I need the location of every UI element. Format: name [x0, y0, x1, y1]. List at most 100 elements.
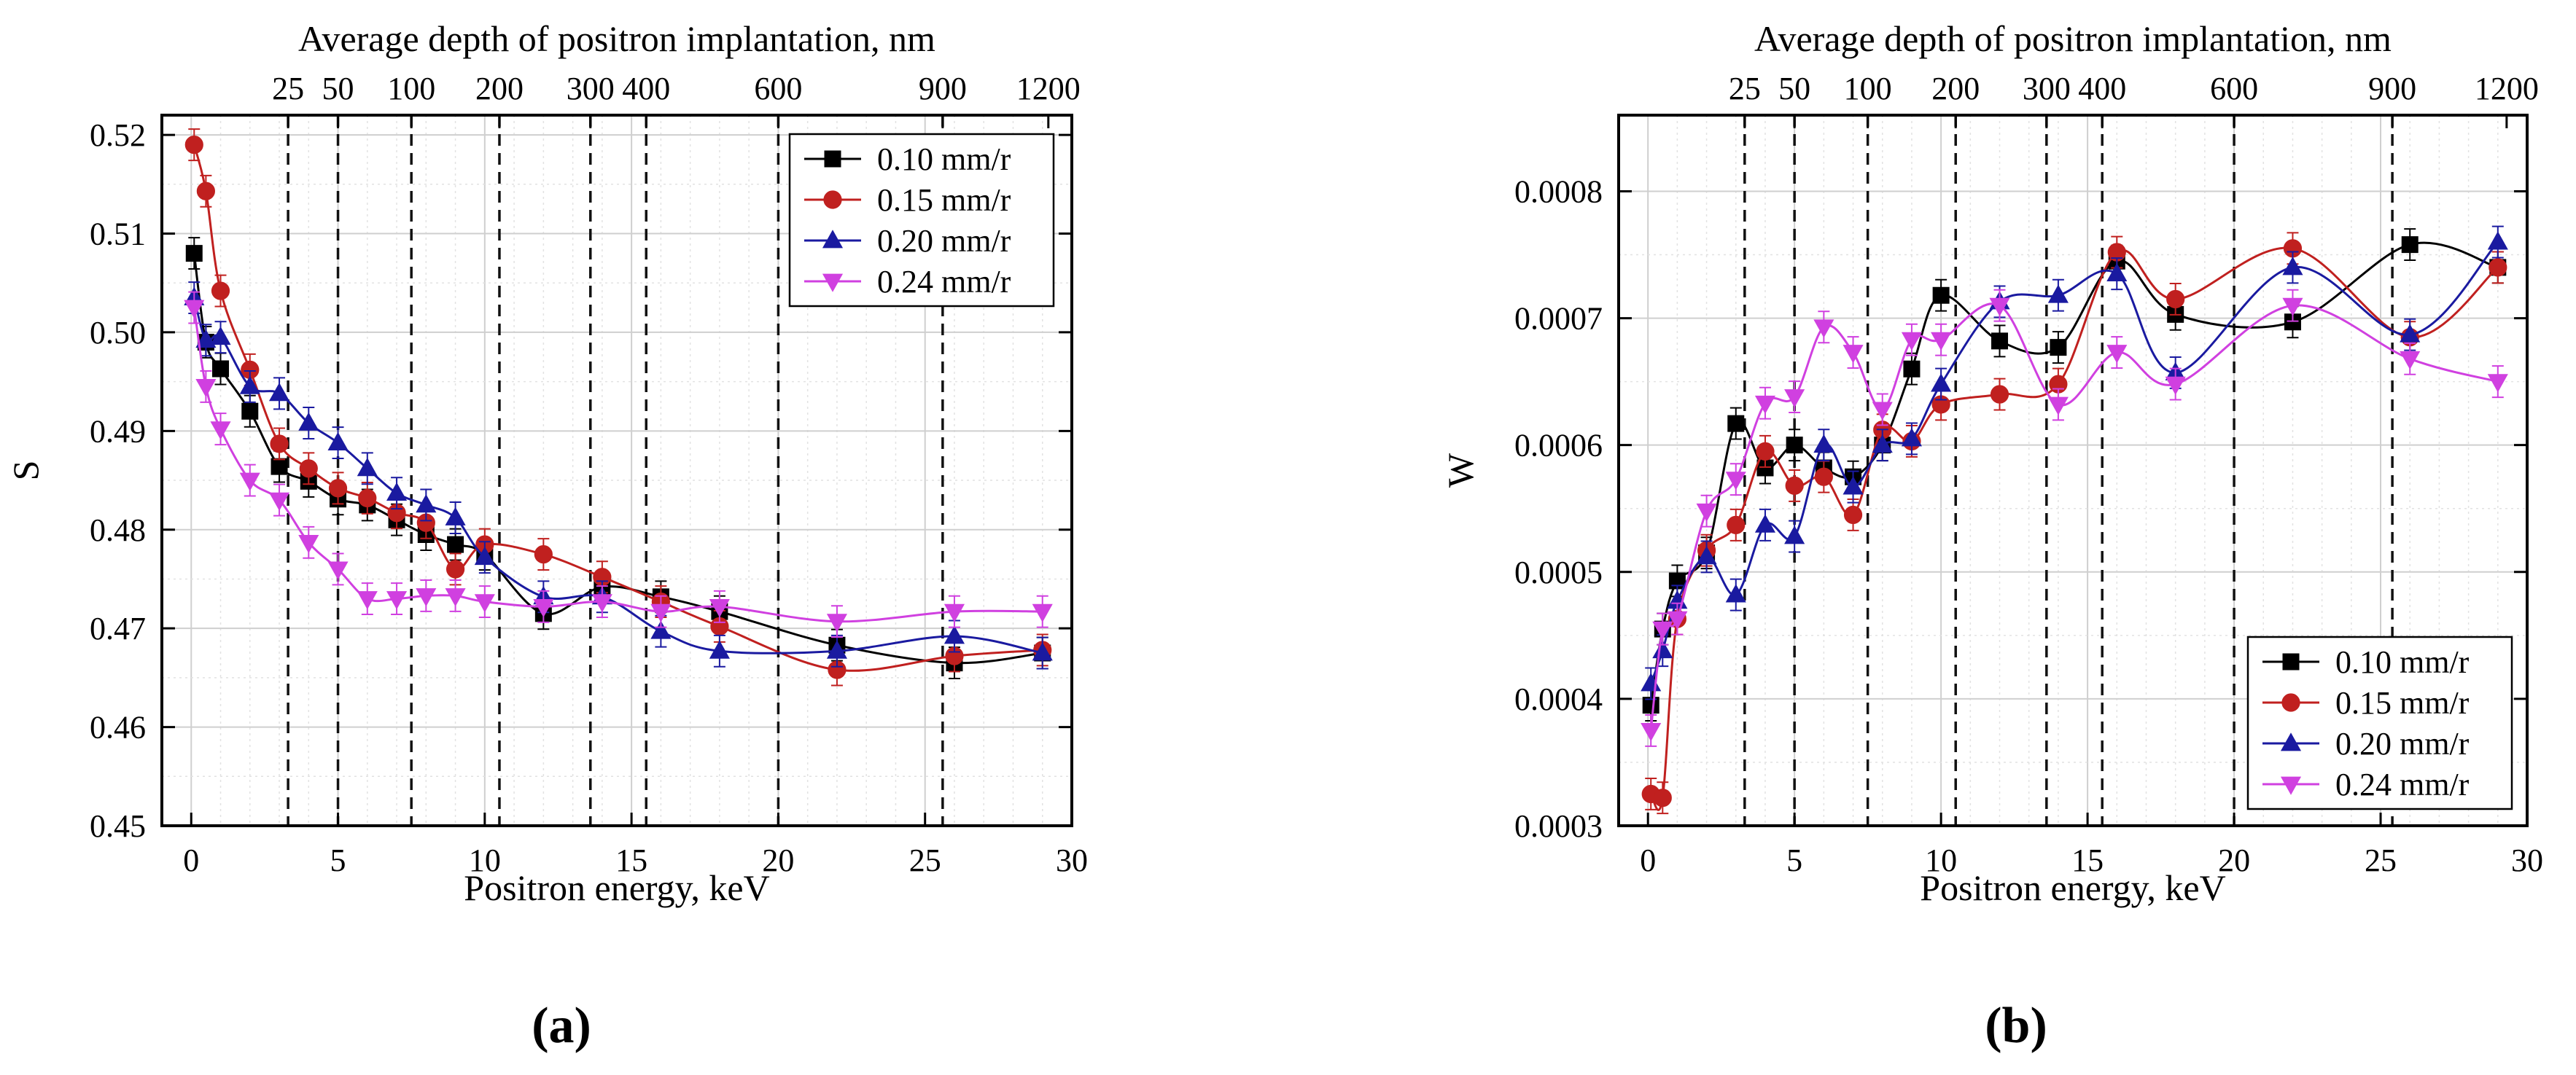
x-tick-label: 10	[1925, 843, 1957, 878]
top-axis-title: Average depth of positron implantation, …	[1754, 18, 2392, 59]
data-point	[445, 507, 466, 525]
data-point	[1784, 525, 1805, 544]
data-point	[328, 479, 348, 498]
data-point	[1756, 442, 1775, 461]
series-0-24-mm-r	[1641, 289, 2508, 747]
top-tick-label: 300	[567, 71, 615, 106]
x-tick-label: 15	[2071, 843, 2104, 878]
data-point	[826, 640, 847, 659]
x-tick-label: 10	[469, 843, 501, 878]
legend-label: 0.20 mm/r	[877, 223, 1011, 259]
legend-marker	[2280, 732, 2302, 751]
x-tick-label: 25	[909, 843, 941, 878]
top-tick-label: 600	[2210, 71, 2258, 106]
data-point	[445, 588, 466, 607]
data-point	[1931, 332, 1952, 351]
legend-label: 0.15 mm/r	[877, 182, 1011, 218]
data-point	[1784, 389, 1805, 408]
data-point	[2282, 297, 2303, 316]
data-point	[271, 458, 288, 475]
data-point	[195, 329, 217, 348]
top-tick-label: 400	[622, 71, 670, 106]
top-tick-label: 200	[1931, 71, 1980, 106]
grid-lines	[1618, 115, 2527, 826]
data-point	[241, 402, 259, 420]
data-point	[299, 459, 318, 478]
series-0-24-mm-r	[184, 291, 1053, 638]
data-point	[1842, 476, 1864, 495]
data-point	[210, 326, 231, 345]
data-point	[239, 472, 260, 491]
top-tick-label: 50	[1778, 71, 1810, 106]
data-point	[650, 603, 672, 622]
data-point	[709, 598, 730, 618]
data-point	[1725, 472, 1746, 490]
data-point	[1901, 428, 1922, 447]
data-point	[196, 181, 215, 200]
data-point	[212, 360, 230, 378]
chart-panel-a: 0 5 10 15 20 25 30 0.45 0.46 0.47 0.48 0.49 0.50 0.51…	[5, 18, 1088, 1054]
y-tick-label: 0.0007	[1514, 301, 1603, 337]
data-point	[1786, 437, 1803, 454]
data-point	[2166, 289, 2185, 309]
y-tick-label: 0.0006	[1514, 428, 1603, 464]
data-point	[1991, 332, 2009, 350]
data-point	[2487, 231, 2508, 250]
legend-marker	[824, 150, 841, 168]
panel-label: (a)	[532, 998, 591, 1054]
y-tick-label: 0.46	[90, 710, 146, 746]
legend-label: 0.24 mm/r	[2335, 767, 2470, 802]
data-point	[2487, 374, 2508, 393]
data-point	[1653, 789, 1672, 808]
data-point	[298, 534, 319, 554]
data-point	[185, 245, 203, 262]
data-point	[386, 482, 408, 501]
data-point	[533, 598, 554, 618]
top-tick-label: 100	[387, 71, 435, 106]
data-point	[2106, 345, 2128, 364]
data-point	[445, 560, 465, 579]
data-point	[1652, 621, 1673, 640]
axes-frame	[1617, 114, 2529, 827]
data-point	[1696, 503, 1717, 522]
data-point	[416, 588, 437, 607]
data-point	[1667, 611, 1688, 630]
top-tick-label: 1200	[2475, 71, 2539, 106]
legend-label: 0.24 mm/r	[877, 264, 1011, 300]
data-point	[650, 620, 672, 639]
data-point	[1872, 402, 1893, 421]
axes-frame	[160, 114, 1073, 827]
data-point	[268, 383, 290, 402]
x-tick-label: 15	[615, 843, 647, 878]
x-tick-label: 30	[1056, 843, 1088, 878]
data-point	[195, 378, 217, 398]
data-point	[1990, 385, 2009, 404]
data-point	[534, 545, 553, 564]
data-point	[239, 375, 260, 394]
data-point	[184, 136, 203, 155]
data-point	[184, 300, 205, 318]
x-tick-label: 0	[1640, 843, 1656, 878]
data-point	[943, 625, 965, 644]
x-axis-title: Positron energy, keV	[1920, 867, 2225, 908]
data-point	[447, 536, 464, 553]
y-tick-label: 0.48	[90, 512, 146, 548]
data-point	[1727, 415, 1745, 432]
data-point	[1725, 584, 1746, 603]
data-point	[1989, 297, 2010, 316]
data-point	[268, 492, 290, 511]
y-tick-label: 0.0008	[1514, 173, 1603, 209]
y-tick-label: 0.0004	[1514, 681, 1603, 717]
top-axis-title: Average depth of positron implantation, …	[298, 18, 935, 59]
data-point	[386, 591, 408, 610]
data-point	[298, 412, 319, 431]
data-point	[1813, 319, 1834, 338]
top-tick-label: 25	[272, 71, 304, 106]
data-point	[1641, 723, 1662, 742]
data-point	[2050, 339, 2067, 356]
data-point	[1842, 345, 1864, 364]
top-tick-label: 600	[754, 71, 802, 106]
legend: 0.10 mm/r 0.15 mm/r 0.20 mm/r 0.24 mm/r	[2246, 636, 2513, 810]
data-point	[2401, 236, 2419, 254]
